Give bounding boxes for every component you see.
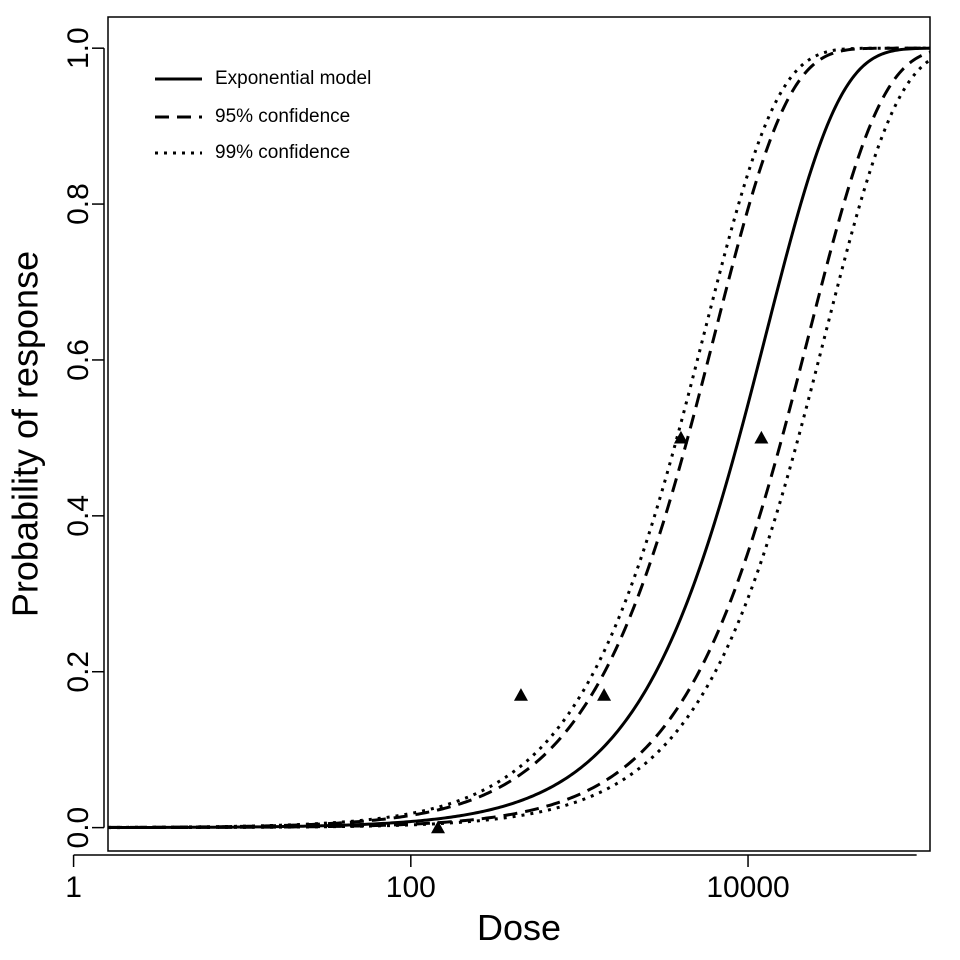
- x-tick-label: 1: [65, 871, 82, 904]
- data-point: [513, 688, 528, 701]
- x-tick-label: 10000: [706, 871, 789, 904]
- y-tick-label: 0.8: [62, 183, 95, 225]
- y-tick-label: 1.0: [62, 27, 95, 69]
- data-point: [673, 430, 688, 444]
- axes: 1 100 10000 0.0 0.2 0.4 0.6 0.8 1.0: [62, 27, 917, 904]
- curve-99-upper: [107, 46, 930, 829]
- x-tick-label: 100: [386, 871, 436, 904]
- curve-95-upper: [107, 46, 930, 829]
- y-tick-label: 0.6: [62, 339, 95, 381]
- data-point: [597, 688, 612, 701]
- curve-99-lower: [108, 58, 931, 830]
- x-axis-title: Dose: [477, 907, 561, 948]
- legend-label-exponential-model: Exponential model: [215, 68, 371, 89]
- curve-95-lower: [108, 50, 931, 830]
- legend: Exponential model 95% confidence 99% con…: [155, 68, 371, 163]
- curve-layer: [107, 46, 931, 830]
- data-points: [431, 430, 769, 834]
- y-axis-title: Probability of response: [5, 251, 46, 617]
- y-tick-label: 0.2: [62, 651, 95, 693]
- data-point: [431, 820, 446, 834]
- y-tick-label: 0.4: [62, 495, 95, 537]
- curve-exponential-model: [108, 46, 931, 830]
- legend-label-95-confidence: 95% confidence: [215, 106, 350, 127]
- plot-frame: [107, 16, 931, 852]
- legend-label-99-confidence: 99% confidence: [215, 142, 350, 163]
- y-tick-label: 0.0: [62, 807, 95, 849]
- data-point: [754, 430, 769, 444]
